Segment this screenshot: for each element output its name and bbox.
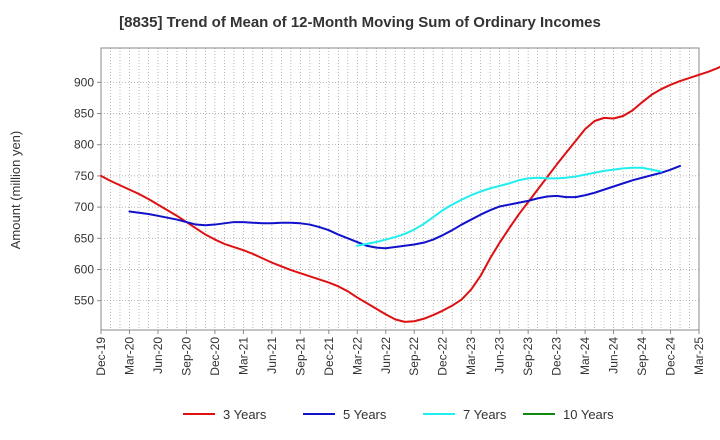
x-tick-label: Sep-22: [407, 337, 421, 376]
x-tick-label: Mar-24: [578, 337, 592, 375]
x-tick-label: Dec-23: [550, 337, 564, 376]
y-tick-label: 550: [74, 294, 94, 308]
x-tick-label: Sep-24: [635, 337, 649, 376]
x-tick-label: Dec-24: [664, 337, 678, 376]
x-tick-label: Jun-21: [265, 337, 279, 374]
legend: 3 Years 5 Years 7 Years 10 Years: [183, 407, 614, 422]
x-tick-label: Dec-21: [322, 337, 336, 376]
x-tick-label: Jun-20: [151, 337, 165, 374]
y-tick-label: 600: [74, 262, 94, 276]
x-tick-label: Mar-25: [692, 337, 706, 375]
y-tick-label: 750: [74, 169, 94, 183]
legend-label: 5 Years: [343, 407, 387, 422]
y-tick-label: 800: [74, 138, 94, 152]
x-tick-label: Dec-20: [208, 337, 222, 376]
legend-label: 10 Years: [563, 407, 614, 422]
y-tick-label: 850: [74, 107, 94, 121]
y-tick-label: 650: [74, 231, 94, 245]
x-tick-label: Dec-19: [94, 337, 108, 376]
series-line-5-years: [128, 164, 682, 250]
plot-border: [100, 47, 700, 331]
legend-label: 7 Years: [463, 407, 507, 422]
chart-title: [8835] Trend of Mean of 12-Month Moving …: [119, 14, 601, 31]
x-tick-label: Sep-21: [293, 337, 307, 376]
plot-area: [101, 48, 699, 330]
series-lines: [100, 65, 720, 323]
x-tick-label: Mar-23: [464, 337, 478, 375]
x-tick-label: Sep-20: [179, 337, 193, 376]
x-tick-label: Jun-23: [493, 337, 507, 374]
y-axis: 550 600 650 700 750 800 850 900: [74, 75, 101, 308]
x-tick-label: Mar-22: [350, 337, 364, 375]
x-tick-label: Mar-20: [122, 337, 136, 375]
x-tick-label: Jun-24: [607, 337, 621, 374]
x-axis: Dec-19 Mar-20 Jun-20 Sep-20 Dec-20 Mar-21 Jun-…: [94, 330, 706, 376]
x-tick-label: Jun-22: [379, 337, 393, 374]
y-tick-label: 700: [74, 200, 94, 214]
y-axis-title: Amount (million yen): [8, 131, 23, 250]
x-tick-label: Dec-22: [436, 337, 450, 376]
series-line-3-years: [100, 65, 720, 323]
x-tick-label: Mar-21: [236, 337, 250, 375]
series-line-7-years: [356, 166, 663, 247]
grid-lines: [101, 48, 699, 330]
legend-label: 3 Years: [223, 407, 267, 422]
x-tick-label: Sep-23: [521, 337, 535, 376]
y-tick-label: 900: [74, 75, 94, 89]
